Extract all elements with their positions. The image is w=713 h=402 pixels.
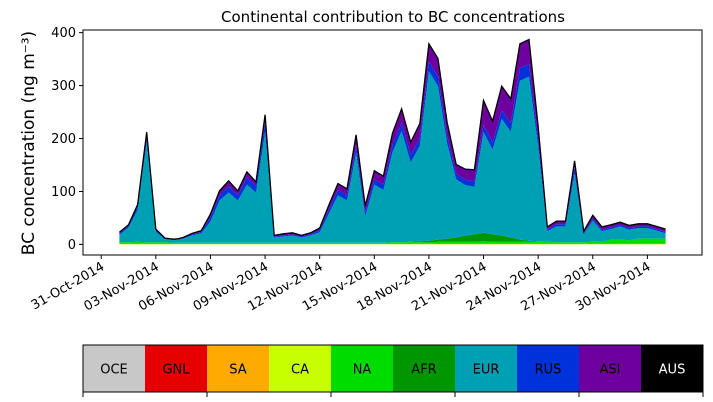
legend-item-sa: SA — [207, 345, 270, 392]
legend-item-aus: AUS — [641, 345, 704, 392]
legend-swatch — [455, 345, 518, 392]
x-axis: 31-Oct-201403-Nov-201406-Nov-201409-Nov-… — [29, 255, 653, 314]
legend-label: GNL — [162, 363, 190, 378]
legend-swatch — [331, 345, 394, 392]
legend-label: RUS — [535, 363, 562, 378]
legend-label: SA — [229, 363, 246, 378]
legend-swatch — [641, 345, 704, 392]
legend-item-na: NA — [331, 345, 394, 392]
legend-label: AUS — [659, 363, 686, 378]
legend-label: AFR — [411, 363, 436, 378]
total-outline — [118, 38, 666, 240]
area-series-rus — [119, 61, 666, 241]
legend-item-oce: OCE — [83, 345, 146, 392]
chart-title: Continental contribution to BC concentra… — [221, 8, 565, 26]
legend-label: NA — [353, 363, 372, 378]
plot-area — [118, 38, 666, 245]
area-series-asi — [119, 39, 666, 240]
area-series-eur — [119, 71, 666, 243]
legend-item-gnl: GNL — [145, 345, 208, 392]
y-axis-label: BC concentration (ng m⁻³) — [19, 31, 39, 255]
legend-colorbar: OCE GNL SA CA NA AFR EUR RUS ASI AUS — [82, 344, 704, 397]
legend-swatch — [83, 345, 146, 392]
y-tick-label: 200 — [51, 132, 76, 147]
legend-swatch — [207, 345, 270, 392]
y-tick-label: 300 — [51, 79, 76, 94]
legend-swatch — [145, 345, 208, 392]
legend-item-asi: ASI — [579, 345, 642, 392]
y-tick-label: 0 — [68, 238, 76, 253]
legend-swatch — [517, 345, 580, 392]
legend-label: EUR — [473, 363, 500, 378]
legend-item-afr: AFR — [393, 345, 456, 392]
area-series-na — [119, 238, 666, 244]
plot-frame — [82, 29, 703, 256]
area-series-ca — [119, 243, 666, 245]
y-tick-label: 100 — [51, 185, 76, 200]
legend-item-ca: CA — [269, 345, 332, 392]
legend-swatch — [393, 345, 456, 392]
legend-frame — [82, 344, 704, 393]
legend-label: OCE — [100, 363, 128, 378]
y-axis: 0 100 200 300 400 — [51, 26, 83, 253]
legend-item-eur: EUR — [455, 345, 518, 392]
legend-swatch — [579, 345, 642, 392]
y-tick-label: 400 — [51, 26, 76, 41]
legend-swatch — [269, 345, 332, 392]
legend-item-rus: RUS — [517, 345, 580, 392]
legend-label: ASI — [600, 363, 621, 378]
legend-label: CA — [291, 363, 309, 378]
